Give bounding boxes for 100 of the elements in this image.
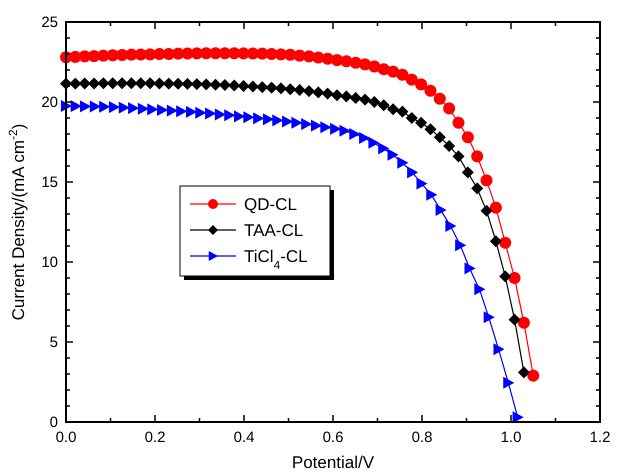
point (294, 84, 306, 96)
point (387, 66, 400, 78)
point (350, 92, 362, 104)
x-tick-label: 0.2 (144, 429, 166, 446)
point (359, 132, 370, 144)
point (452, 116, 464, 129)
point (503, 376, 514, 389)
point (445, 220, 456, 232)
x-axis-title: Potential/V (292, 453, 375, 472)
point (284, 83, 296, 96)
point (162, 78, 175, 90)
point (99, 100, 110, 113)
point (464, 262, 476, 274)
point (339, 124, 351, 137)
point (138, 102, 149, 115)
point (406, 112, 418, 124)
point (490, 202, 502, 214)
point (320, 121, 332, 134)
point (205, 108, 216, 120)
point (415, 78, 428, 90)
point (274, 82, 287, 94)
point (246, 80, 259, 92)
point (462, 131, 474, 144)
x-tick-label: 0.0 (56, 429, 76, 446)
point (387, 103, 400, 116)
point (291, 116, 303, 129)
point (340, 90, 352, 102)
point (452, 150, 464, 162)
point (359, 94, 372, 106)
point (378, 99, 390, 112)
point (125, 77, 138, 90)
point (471, 182, 484, 194)
point (172, 78, 184, 90)
point (210, 78, 222, 91)
point (331, 89, 344, 102)
x-tick-label: 0.8 (412, 429, 432, 446)
point (153, 77, 166, 90)
point (407, 166, 418, 178)
point (508, 272, 521, 284)
point (157, 104, 168, 116)
point (424, 123, 436, 136)
x-tick-label: 1.0 (500, 429, 522, 446)
point (69, 78, 82, 90)
point (128, 102, 140, 114)
point (214, 108, 226, 120)
point (147, 103, 158, 116)
y-tick-label: 0 (50, 414, 58, 431)
point (144, 77, 156, 90)
point (106, 77, 119, 90)
point (480, 204, 493, 217)
y-tick-label: 25 (41, 14, 58, 31)
point (134, 77, 147, 90)
point (116, 77, 128, 90)
legend-label: TiCl$_{4}$-CL (244, 247, 308, 272)
point (70, 100, 82, 112)
point (181, 78, 194, 90)
point (368, 136, 380, 149)
point (493, 343, 505, 356)
point (499, 270, 512, 282)
y-tick-label: 10 (41, 254, 58, 271)
point (518, 316, 530, 329)
point (436, 204, 447, 216)
point (434, 131, 446, 144)
point (406, 74, 418, 86)
point (426, 188, 438, 201)
point (272, 114, 284, 126)
point (302, 85, 315, 98)
point (527, 370, 540, 382)
point (253, 112, 264, 124)
x-tick-label: 1.2 (590, 429, 610, 446)
point (243, 111, 254, 124)
point (195, 106, 206, 119)
point (416, 178, 428, 190)
x-tick-label: 0.4 (234, 429, 254, 446)
point (508, 314, 521, 326)
legend-label: TAA-CL (244, 221, 304, 240)
point (88, 77, 100, 90)
point (97, 77, 110, 90)
y-tick-label: 15 (41, 174, 58, 191)
point (397, 156, 408, 169)
point (518, 366, 530, 378)
point (238, 80, 250, 92)
legend-label: QD-CL (244, 195, 297, 214)
point (512, 411, 524, 424)
point (415, 116, 428, 129)
point (190, 78, 203, 90)
point (455, 239, 466, 252)
point (396, 68, 408, 81)
point (471, 150, 484, 162)
point (388, 148, 399, 161)
y-tick-label: 20 (41, 94, 58, 111)
point (474, 283, 486, 296)
point (443, 102, 456, 114)
point (108, 101, 120, 114)
point (266, 82, 278, 94)
x-tick-label: 0.6 (322, 429, 344, 446)
point (322, 88, 334, 100)
point (480, 174, 493, 186)
point (378, 142, 390, 154)
point (443, 140, 456, 152)
